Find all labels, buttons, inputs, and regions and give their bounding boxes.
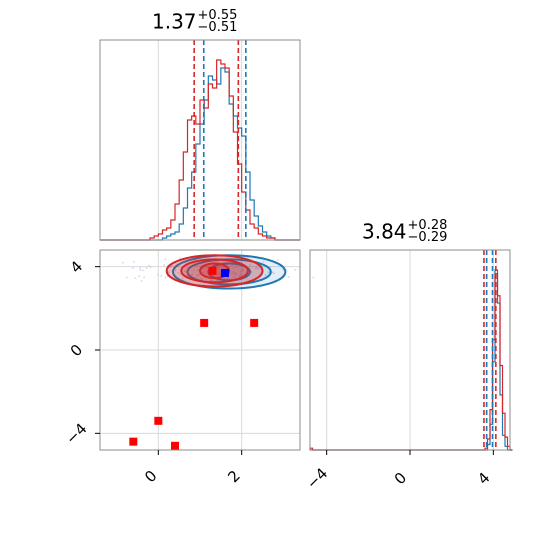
sample-point	[205, 266, 208, 269]
sample-point	[143, 276, 146, 279]
sample-point	[203, 283, 206, 286]
sample-point	[294, 268, 296, 271]
sample-point	[134, 277, 137, 280]
param1-title: 1.37 +0.55 −0.51	[152, 7, 238, 35]
marker-red	[200, 318, 209, 327]
x-tick-label: 0	[391, 469, 410, 488]
marker-blue	[221, 268, 229, 277]
sample-point	[164, 276, 167, 279]
sample-point	[200, 277, 202, 280]
param2-title: 3.84 +0.28 −0.29	[362, 217, 448, 245]
sample-point	[287, 276, 290, 278]
sample-point	[202, 267, 204, 270]
sample-point	[142, 269, 144, 272]
sample-point	[217, 266, 220, 269]
sample-point	[157, 273, 159, 276]
sample-point	[238, 275, 241, 278]
sample-point	[196, 269, 199, 272]
sample-point	[235, 266, 237, 269]
sample-point	[231, 272, 234, 275]
sample-point	[145, 267, 148, 269]
sample-point	[232, 267, 235, 270]
hist-series-blue	[310, 269, 513, 451]
sample-point	[282, 268, 284, 271]
sample-point	[229, 272, 232, 275]
sample-point	[125, 276, 128, 279]
sample-point	[179, 273, 182, 276]
sample-point	[232, 270, 235, 273]
sample-point	[160, 274, 163, 277]
sample-point	[167, 270, 170, 273]
sample-point	[192, 269, 195, 272]
hist-param2	[309, 250, 513, 451]
sample-point	[234, 273, 237, 276]
sample-point	[273, 272, 275, 275]
sample-point	[138, 275, 141, 278]
hist-param1	[100, 40, 300, 241]
sample-point	[237, 268, 239, 271]
hist-series-red	[100, 59, 300, 241]
sample-point	[227, 277, 230, 280]
sample-point	[179, 257, 181, 260]
sample-point	[249, 264, 251, 267]
sample-point	[139, 269, 142, 271]
x-tick-label: 0	[141, 467, 160, 486]
y-tick-label: 0	[67, 341, 86, 360]
sample-point	[254, 267, 257, 270]
sample-point	[149, 266, 152, 269]
marker-red	[154, 416, 163, 425]
sample-point	[312, 276, 315, 279]
sample-point	[202, 271, 205, 274]
y-tick-label: −4	[62, 420, 90, 448]
marker-red	[208, 266, 217, 275]
sample-point	[147, 264, 150, 267]
sample-point	[262, 260, 265, 263]
sample-point	[177, 271, 180, 274]
sample-point	[277, 258, 279, 261]
y-tick-label: 4	[67, 257, 86, 276]
sample-point	[163, 264, 166, 266]
sample-point	[133, 261, 135, 263]
sample-point	[199, 265, 202, 268]
sample-point	[264, 273, 267, 276]
hist-param1-frame	[99, 39, 301, 241]
sample-point	[217, 272, 220, 274]
sample-point	[232, 275, 235, 278]
sample-point	[122, 261, 124, 264]
sample-point	[216, 268, 219, 271]
sample-point	[216, 279, 219, 282]
marker-red	[171, 441, 179, 450]
marker-red	[250, 318, 259, 327]
sample-point	[197, 274, 200, 276]
sample-point	[257, 267, 259, 270]
sample-point	[271, 271, 274, 274]
hist-series-blue	[100, 67, 300, 241]
sample-point	[174, 269, 177, 272]
sample-point	[132, 267, 135, 269]
hist-series-red	[309, 273, 513, 451]
x-tick-label: 4	[474, 469, 493, 488]
x-tick-label: 2	[224, 467, 243, 486]
sample-point	[175, 262, 177, 265]
sample-point	[268, 271, 270, 274]
sample-point	[233, 272, 236, 275]
sample-point	[239, 270, 242, 273]
sample-point	[241, 268, 244, 271]
sample-point	[226, 276, 228, 279]
x-tick-label: −4	[303, 464, 331, 492]
joint-param1-param2	[100, 250, 315, 450]
sample-point	[140, 280, 143, 282]
sample-point	[210, 279, 212, 281]
sample-point	[242, 269, 244, 272]
sample-point	[184, 270, 186, 272]
marker-red	[129, 437, 138, 446]
sample-point	[181, 277, 184, 280]
sample-point	[239, 273, 242, 275]
sample-point	[169, 269, 172, 272]
sample-point	[139, 266, 142, 269]
sample-point	[164, 258, 167, 261]
sample-point	[170, 265, 173, 268]
